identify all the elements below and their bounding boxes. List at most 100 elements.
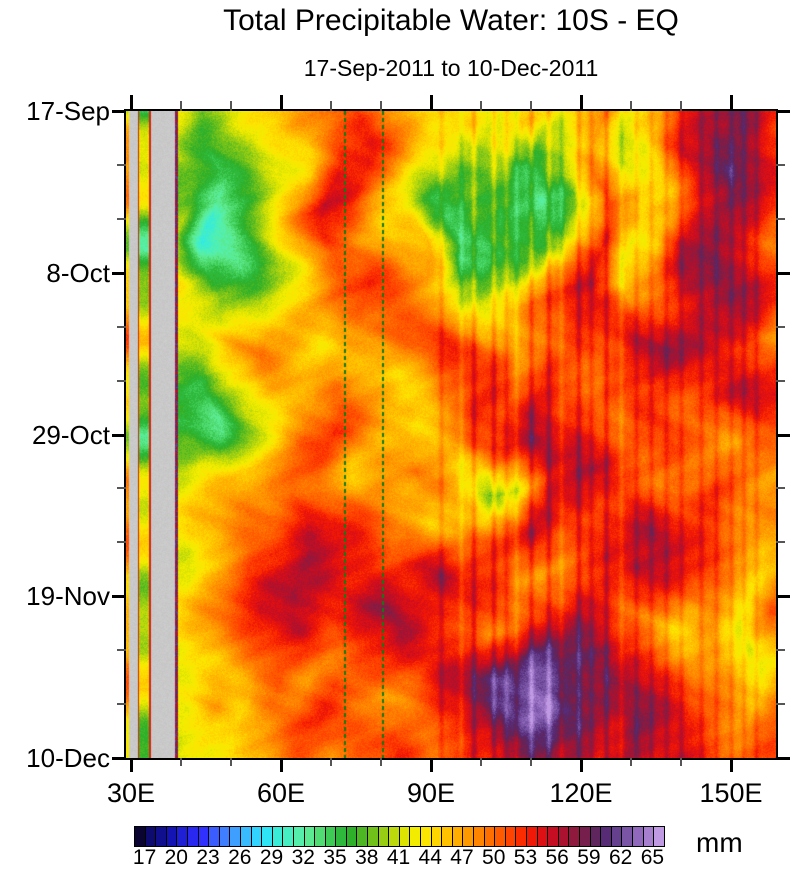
chart-title: Total Precipitable Water: 10S - EQ [223,4,679,37]
colorbar-box [505,827,517,846]
minor-tick [330,101,332,111]
y-axis-label-17-Sep: 17-Sep [26,96,110,126]
colorbar-box [569,827,580,846]
colorbar-box [378,827,390,846]
colorbar-label-65: 65 [640,846,665,869]
colorbar-box [177,827,188,846]
colorbar-box [209,827,220,846]
colorbar-box [399,827,411,846]
y-axis-label-10-Dec: 10-Dec [26,743,110,773]
colorbar-label-20: 20 [164,846,188,869]
minor-tick [530,101,532,111]
colorbar-box [537,827,549,846]
colorbar-label-53: 53 [513,846,538,869]
minor-tick [230,758,232,766]
minor-tick [776,325,785,328]
colorbar [134,826,665,847]
colorbar-label-62: 62 [608,846,633,869]
hovmoller-heatmap-canvas [126,111,776,758]
colorbar-box [346,827,358,846]
colorbar-box [368,827,379,846]
x-axis-label-150E: 150E [699,778,763,808]
colorbar-box [325,827,337,846]
colorbar-box [198,827,210,846]
y-axis-label-8-Oct: 8-Oct [46,257,110,288]
colorbar-label-23: 23 [196,846,220,869]
major-tick [776,433,790,437]
colorbar-label-17: 17 [132,846,157,869]
minor-tick [117,325,126,328]
minor-tick [380,758,382,766]
colorbar-box [622,827,633,846]
minor-tick [776,649,785,652]
colorbar-box [590,827,602,846]
minor-tick [230,101,232,111]
colorbar-box [357,827,369,846]
major-tick [776,757,790,760]
minor-tick [776,541,785,544]
colorbar-box [283,827,294,846]
colorbar-box [442,827,453,846]
major-tick [130,758,133,772]
major-tick [130,95,133,111]
major-tick [280,95,283,111]
colorbar-label-47: 47 [450,846,474,869]
colorbar-box [654,827,664,846]
minor-tick [776,379,785,382]
colorbar-box [262,827,273,846]
colorbar-box [484,827,496,846]
colorbar-box [463,827,474,846]
x-axis-label-90E: 90E [406,778,456,808]
minor-tick [380,101,382,111]
minor-tick [680,758,682,766]
colorbar-box [410,827,422,846]
colorbar-box [135,827,146,846]
colorbar-box [166,827,178,846]
x-axis-label-30E: 30E [106,778,156,808]
major-tick [112,110,126,113]
colorbar-label-56: 56 [545,846,569,869]
colorbar-box [579,827,591,846]
minor-tick [180,758,182,766]
colorbar-label-41: 41 [386,846,411,869]
colorbar-label-29: 29 [259,846,284,869]
colorbar-box [516,827,527,846]
minor-tick [117,541,126,544]
colorbar-box [632,827,644,846]
major-tick [112,271,126,275]
minor-tick [630,101,632,111]
minor-tick [480,758,482,766]
y-axis-label-19-Nov: 19-Nov [26,581,110,612]
minor-tick [117,217,126,220]
minor-tick [776,703,785,706]
major-tick [580,758,583,772]
colorbar-box [336,827,347,846]
colorbar-box [389,827,400,846]
major-tick [112,757,126,760]
major-tick [730,758,733,772]
colorbar-box [558,827,570,846]
minor-tick [776,163,785,166]
colorbar-box [643,827,655,846]
colorbar-box [431,827,443,846]
minor-tick [180,101,182,111]
major-tick [776,110,790,113]
colorbar-box [474,827,485,846]
colorbar-box [219,827,231,846]
minor-tick [776,487,785,490]
major-tick [776,271,790,275]
colorbar-box [315,827,326,846]
major-tick [430,95,433,111]
colorbar-box [293,827,305,846]
major-tick [580,95,583,111]
minor-tick [117,163,126,166]
x-axis-label-120E: 120E [549,778,613,808]
minor-tick [117,649,126,652]
colorbar-box [421,827,432,846]
major-tick [430,758,433,772]
minor-tick [630,758,632,766]
major-tick [112,595,126,599]
colorbar-box [548,827,559,846]
minor-tick [330,758,332,766]
minor-tick [117,703,126,706]
